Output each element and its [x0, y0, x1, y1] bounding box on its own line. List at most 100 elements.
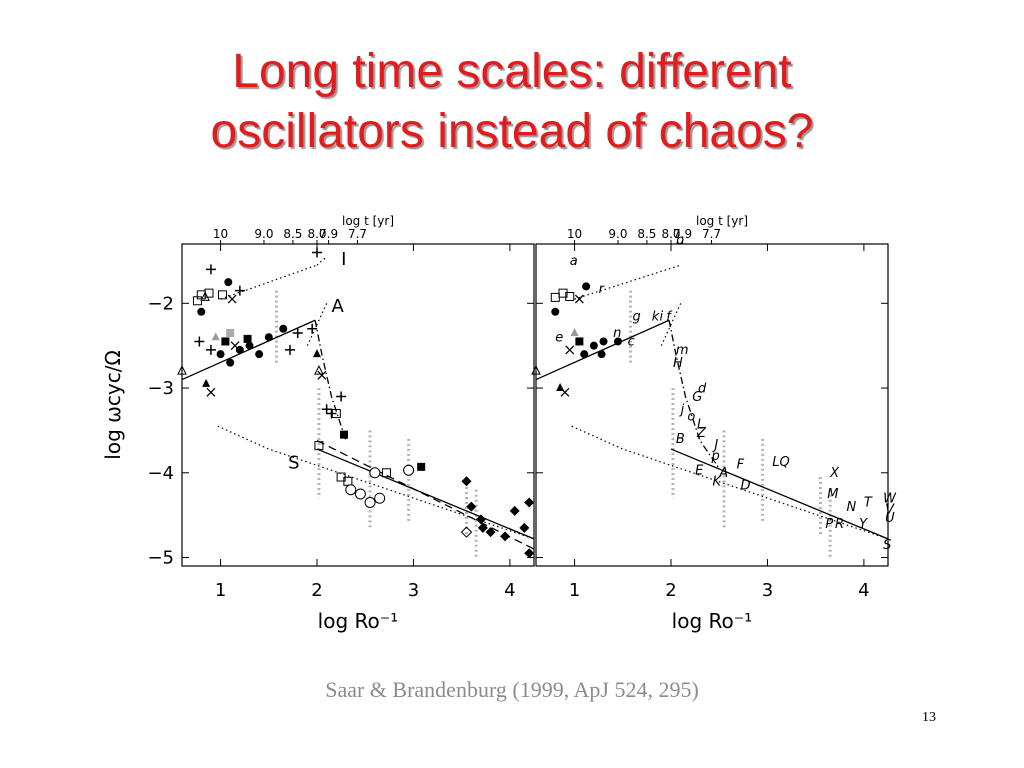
star-letter-label: U — [885, 511, 895, 526]
data-point-dot — [582, 282, 591, 291]
data-point-cross — [574, 294, 584, 304]
fit-line-A-to-S — [668, 320, 720, 469]
data-point-triangle — [202, 378, 211, 387]
x-tick-label: 3 — [762, 580, 773, 601]
top-axis-label: log t [yr] — [696, 214, 748, 228]
title-line-1: Long time scales: different — [232, 45, 792, 98]
citation: Saar & Brandenburg (1999, ApJ 524, 295) — [325, 677, 699, 702]
data-point-gray-triangle — [570, 327, 579, 336]
data-point-dot — [226, 358, 235, 367]
branch-label-S: S — [288, 453, 299, 474]
star-letter-label: n — [613, 326, 621, 341]
x-tick-label: 2 — [311, 580, 322, 601]
data-point-cross — [317, 370, 327, 380]
top-tick-label: 9.0 — [608, 227, 627, 241]
data-point-square — [417, 462, 426, 471]
star-letter-label: j — [679, 402, 685, 417]
dotted-path — [571, 425, 889, 540]
data-point-plus — [292, 327, 303, 338]
title-line-2: oscillators instead of chaos? — [210, 105, 814, 158]
data-point-dot — [245, 341, 254, 350]
top-tick-label: 7.9 — [319, 227, 338, 241]
data-point-diamond — [461, 476, 472, 487]
star-letter-label: i — [659, 309, 663, 324]
data-point-diamond — [477, 522, 488, 533]
dotted-path — [316, 256, 328, 266]
star-letter-label: L — [697, 418, 704, 433]
data-point-plus — [312, 247, 323, 258]
x-tick-label: 4 — [858, 580, 869, 601]
x-tick-label: 1 — [215, 580, 226, 601]
data-point-plus — [307, 323, 318, 334]
data-point-diamond — [519, 522, 530, 533]
fit-line-A — [181, 319, 316, 381]
data-point-square — [243, 334, 252, 343]
data-point-dot — [279, 324, 288, 333]
data-point-dot — [255, 350, 264, 359]
star-letter-label: P — [825, 517, 833, 532]
data-point-square — [221, 337, 230, 346]
data-point-dot — [613, 337, 622, 346]
data-point-circle — [354, 488, 366, 500]
branch-label-I: I — [341, 249, 346, 270]
y-tick-label: −3 — [147, 378, 174, 399]
data-point-gray-triangle — [211, 332, 220, 341]
dotted-path — [306, 303, 328, 346]
dotted-path — [660, 303, 682, 346]
star-letter-label: B — [676, 432, 685, 447]
data-point-dot — [264, 333, 273, 342]
dotted-path — [220, 264, 318, 300]
data-point-diamond — [475, 514, 486, 525]
branch-label-A: A — [331, 296, 344, 317]
data-point-diamond — [509, 505, 520, 516]
star-letter-label: a — [570, 254, 578, 269]
star-letter-label: k — [652, 309, 660, 324]
x-tick-label: 2 — [665, 580, 676, 601]
data-point-diamond — [524, 497, 535, 508]
top-tick-label: 7.7 — [348, 227, 367, 241]
fit-line-S — [670, 448, 889, 540]
slide-title: Long time scales: different oscillators … — [0, 42, 1024, 162]
data-point-dot — [599, 337, 608, 346]
fit-line-S-dashed — [316, 440, 535, 550]
star-letter-label: H — [673, 356, 683, 371]
data-point-dot — [580, 350, 589, 359]
star-letter-label: p — [711, 449, 720, 464]
star-letter-label: N — [847, 500, 857, 515]
star-letter-label: e — [555, 330, 563, 345]
data-point-open-square — [550, 292, 560, 302]
data-point-plus — [205, 344, 216, 355]
star-letter-label: M — [827, 487, 838, 502]
data-point-square — [575, 337, 584, 346]
top-tick-label: 10 — [567, 227, 582, 241]
star-letter-label: T — [864, 496, 873, 511]
data-point-cross — [227, 294, 237, 304]
x-axis-label: log Ro⁻¹ — [672, 609, 753, 633]
star-letter-label: Y — [859, 517, 868, 532]
y-axis-label: log ωcyc/Ω — [101, 350, 125, 459]
data-point-circle — [374, 492, 386, 504]
star-letter-label: b — [676, 233, 684, 248]
star-letter-label: D — [740, 479, 750, 494]
data-point-gray-square — [226, 328, 235, 337]
data-point-cross — [206, 387, 216, 397]
data-point-open-triangle — [314, 364, 324, 375]
data-point-dot — [216, 350, 225, 359]
data-point-dot — [224, 278, 233, 287]
top-tick-label: 8.0 — [307, 227, 326, 241]
data-point-open-square — [331, 408, 341, 418]
data-point-plus — [336, 391, 347, 402]
x-axis-label: log Ro⁻¹ — [318, 609, 399, 633]
star-letter-label: E — [695, 463, 704, 478]
star-letter-label: LQ — [772, 455, 789, 470]
top-tick-label: 7.7 — [702, 227, 721, 241]
star-letter-label: S — [883, 538, 891, 553]
dotted-path — [574, 264, 681, 300]
top-tick-label: 8.5 — [283, 227, 302, 241]
data-point-open-square — [192, 296, 202, 306]
slide-number: 13 — [922, 710, 936, 725]
data-point-dot — [235, 345, 244, 354]
data-point-circle — [364, 496, 376, 508]
